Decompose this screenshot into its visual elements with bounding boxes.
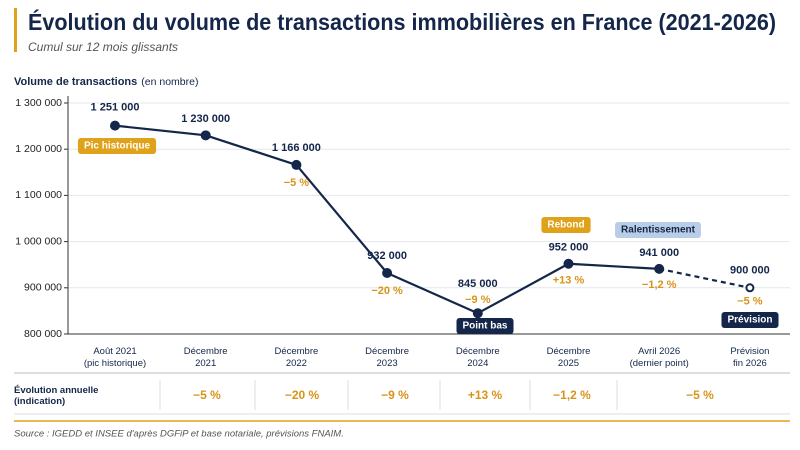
line-segment — [114, 124, 206, 137]
table-row-label: Évolution annuelle (indication) — [14, 385, 99, 407]
data-point — [563, 258, 574, 269]
line-segment — [295, 164, 388, 274]
line-segment — [386, 272, 479, 315]
badge-label: Pic historique — [84, 141, 151, 152]
badge-label: Rebond — [547, 220, 584, 231]
y-tick-label: 1 300 000 — [15, 97, 62, 109]
source: Source : IGEDD et INSEE d'après DGFiP et… — [14, 429, 344, 440]
line-segment — [658, 267, 751, 289]
y-axis-unit: (en nombre) — [141, 76, 198, 88]
badge-label: Prévision — [727, 315, 772, 326]
table-cell: −9 % — [381, 388, 409, 402]
table-cell: −5 % — [686, 388, 714, 402]
x-tick-label: Décembre 2024 — [455, 346, 500, 369]
data-point — [745, 283, 755, 293]
value-label: 900 000 — [730, 265, 770, 277]
data-point — [291, 159, 302, 170]
x-tick-label: Décembre 2025 — [546, 346, 591, 369]
x-tick-label: Avril 2026 (dernier point) — [629, 346, 689, 369]
x-tick-label: Décembre 2021 — [183, 346, 228, 369]
x-tick-label: Prévision fin 2026 — [730, 346, 770, 369]
change-label: −5 % — [284, 177, 310, 189]
x-tick-label: Décembre 2022 — [274, 346, 319, 369]
badge — [615, 222, 701, 238]
change-label: −9 % — [465, 294, 491, 306]
data-point — [200, 130, 211, 141]
y-tick-label: 1 100 000 — [15, 189, 62, 201]
data-point — [472, 308, 483, 319]
value-label: 952 000 — [549, 242, 589, 254]
value-label: 1 251 000 — [91, 102, 140, 114]
value-label: 845 000 — [458, 278, 498, 290]
table-cell: −1,2 % — [553, 388, 591, 402]
badge — [456, 318, 514, 334]
y-tick-label: 1 200 000 — [15, 143, 62, 155]
data-point — [382, 268, 393, 279]
title-accent — [14, 8, 17, 52]
y-axis-label: Volume de transactions — [14, 76, 137, 88]
value-label: 1 230 000 — [181, 113, 230, 125]
x-tick-label: Août 2021 (pic historique) — [83, 346, 147, 369]
change-label: −1,2 % — [642, 279, 677, 291]
change-label: +13 % — [553, 275, 585, 287]
data-point — [654, 263, 665, 274]
line-segment — [477, 262, 570, 315]
value-label: 932 000 — [367, 250, 407, 262]
line-segment — [568, 262, 660, 270]
y-tick-label: 800 000 — [24, 328, 62, 340]
chart-subtitle: Cumul sur 12 mois glissants — [28, 40, 178, 54]
value-label: 941 000 — [639, 247, 679, 259]
table-cell: −5 % — [193, 388, 221, 402]
badge — [77, 138, 157, 154]
value-label: 1 166 000 — [272, 142, 321, 154]
chart-title: Évolution du volume de transactions immo… — [28, 8, 776, 35]
badge-label: Ralentissement — [621, 225, 696, 236]
table-cell: +13 % — [468, 388, 503, 402]
line-segment — [205, 134, 297, 166]
data-point — [110, 120, 120, 131]
table-cell: −20 % — [285, 388, 320, 402]
x-tick-label: Décembre 2023 — [365, 346, 409, 369]
y-tick-label: 900 000 — [24, 282, 62, 294]
badge-label: Point bas — [462, 321, 507, 332]
badge — [721, 312, 779, 328]
change-label: −5 % — [737, 296, 763, 308]
badge — [541, 217, 591, 233]
y-tick-label: 1 000 000 — [15, 235, 62, 247]
change-label: −20 % — [371, 285, 403, 297]
